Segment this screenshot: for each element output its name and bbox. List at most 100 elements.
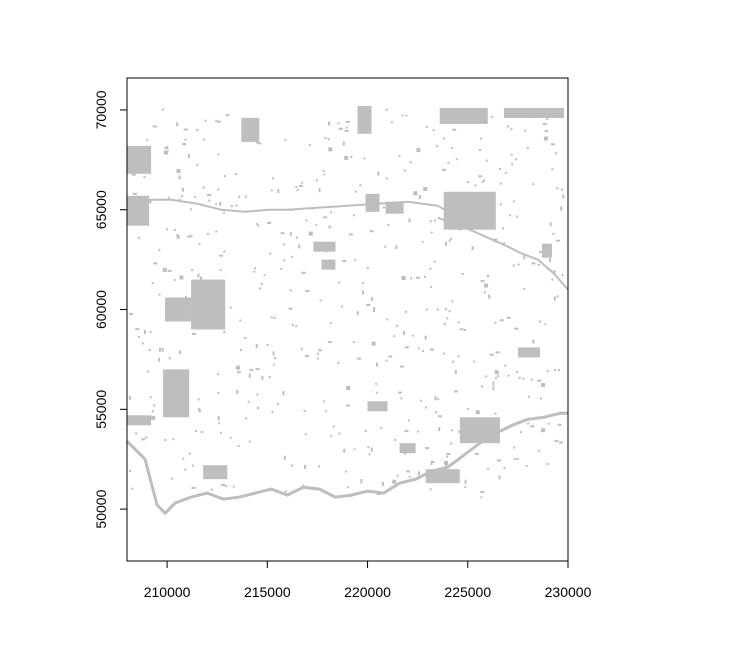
raster-speckle xyxy=(485,159,488,162)
x-axis: 210000 215000 220000 225000 230000 xyxy=(144,560,592,600)
raster-speckle xyxy=(204,119,207,122)
raster-speckle xyxy=(478,175,483,178)
raster-speckle xyxy=(166,150,169,153)
raster-speckle xyxy=(230,205,233,208)
raster-patch-lake-center-a xyxy=(313,241,336,252)
raster-speckle xyxy=(455,118,458,121)
raster-speckle xyxy=(273,316,276,319)
raster-speckle xyxy=(492,386,495,391)
raster-speckle xyxy=(176,233,179,238)
raster-speckle xyxy=(149,396,152,399)
raster-speckle xyxy=(291,255,294,258)
raster-speckle xyxy=(185,378,188,383)
raster-speckle xyxy=(270,189,273,192)
raster-speckle xyxy=(180,300,185,303)
raster-speckle xyxy=(208,199,211,202)
raster-speckle xyxy=(498,475,501,480)
raster-speckle xyxy=(197,398,200,401)
raster-speckle xyxy=(315,223,318,226)
raster-speckle xyxy=(324,137,327,140)
x-tick-label: 210000 xyxy=(144,584,191,600)
raster-speckle xyxy=(239,319,242,322)
raster-patch-west-edge-mid xyxy=(127,195,150,226)
raster-speckle xyxy=(415,276,420,279)
raster-speckle xyxy=(187,154,190,158)
raster-speckle xyxy=(466,180,469,183)
raster-patch-lake-center-d xyxy=(385,201,404,214)
raster-speckle xyxy=(272,351,275,356)
raster-speckle xyxy=(171,318,174,321)
raster-speckle xyxy=(354,258,357,261)
raster-speckle xyxy=(464,479,467,484)
raster-speckle xyxy=(480,137,483,140)
raster-speckle xyxy=(215,203,218,206)
raster-speckle xyxy=(451,300,454,303)
raster-speckle xyxy=(353,448,356,451)
raster-speckle xyxy=(348,233,353,236)
raster-speckle xyxy=(458,430,462,433)
raster-speckle xyxy=(408,475,411,478)
raster-speckle xyxy=(557,369,560,371)
raster-speckle xyxy=(475,419,477,422)
raster-speckle xyxy=(305,219,308,222)
raster-speckle xyxy=(407,419,410,422)
raster-speckle xyxy=(270,316,273,319)
raster-speckle xyxy=(283,243,286,246)
raster-speckle xyxy=(184,138,187,141)
raster-speckle xyxy=(553,270,556,275)
raster-speckle xyxy=(532,116,534,119)
raster-speckle xyxy=(198,408,201,413)
raster-speckle xyxy=(443,137,446,140)
raster-speckle xyxy=(141,438,146,441)
raster-speckle xyxy=(371,341,376,346)
raster-speckle xyxy=(258,287,261,290)
raster-speckle xyxy=(165,146,168,148)
raster-speckle xyxy=(217,416,220,421)
raster-speckle xyxy=(253,270,256,273)
raster-speckle xyxy=(551,143,555,146)
raster-speckle xyxy=(298,184,303,187)
raster-speckle xyxy=(430,285,432,288)
raster-speckle xyxy=(556,187,559,190)
raster-speckle xyxy=(366,304,371,306)
raster-layer xyxy=(127,105,565,499)
raster-speckle xyxy=(494,376,497,379)
raster-speckle xyxy=(217,188,220,191)
raster-speckle xyxy=(539,320,542,323)
raster-speckle xyxy=(167,197,170,199)
raster-speckle xyxy=(404,430,409,433)
raster-speckle xyxy=(552,232,555,235)
x-tick-label: 220000 xyxy=(344,584,391,600)
raster-speckle xyxy=(409,161,412,164)
raster-patch-lake-left-a xyxy=(165,297,192,322)
raster-speckle xyxy=(289,231,292,236)
boundary-line xyxy=(125,411,568,516)
raster-speckle xyxy=(497,459,501,462)
raster-speckle xyxy=(151,410,154,413)
raster-speckle xyxy=(421,241,424,244)
raster-speckle xyxy=(328,226,331,229)
raster-speckle xyxy=(272,177,275,180)
raster-speckle xyxy=(480,496,483,499)
raster-speckle xyxy=(554,439,559,442)
raster-speckle xyxy=(447,161,450,164)
raster-speckle xyxy=(355,190,357,193)
y-tick-label: 70000 xyxy=(93,90,109,129)
raster-speckle xyxy=(368,453,371,456)
raster-speckle xyxy=(491,116,494,119)
raster-patch-north-top-a xyxy=(241,117,260,142)
raster-speckle xyxy=(179,275,184,280)
raster-speckle xyxy=(295,325,298,328)
raster-speckle xyxy=(393,335,396,338)
raster-speckle xyxy=(486,467,489,470)
raster-speckle xyxy=(163,150,168,155)
raster-speckle xyxy=(207,194,212,196)
raster-speckle xyxy=(430,231,433,234)
raster-speckle xyxy=(255,368,260,371)
raster-speckle xyxy=(176,122,179,127)
raster-speckle xyxy=(390,121,393,124)
raster-speckle xyxy=(341,305,343,308)
raster-speckle xyxy=(444,461,448,465)
raster-speckle xyxy=(429,220,432,223)
raster-speckle xyxy=(304,464,306,469)
